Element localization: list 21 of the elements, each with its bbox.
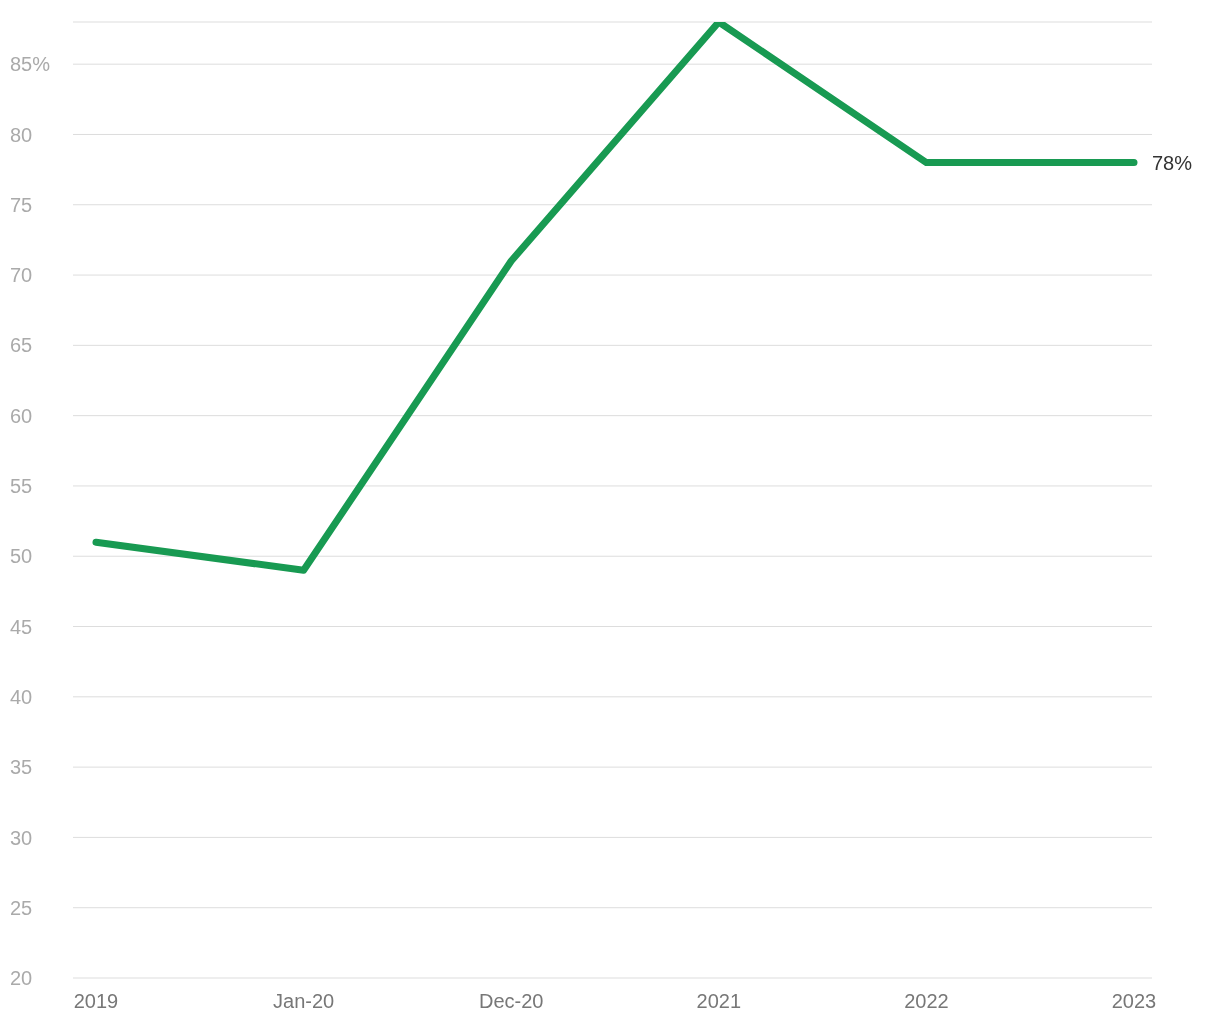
- x-tick-label: Dec-20: [478, 990, 544, 1013]
- x-tick-label: 2019: [73, 990, 119, 1013]
- y-tick-label: 55: [10, 475, 33, 498]
- y-tick-label: 85%: [10, 53, 51, 76]
- y-tick-label: 75: [10, 193, 33, 216]
- y-tick-label: 45: [10, 615, 33, 638]
- y-tick-label: 60: [10, 404, 33, 427]
- y-tick-label: 50: [10, 545, 33, 568]
- x-tick-label: 2021: [696, 990, 742, 1013]
- y-tick-label: 35: [10, 756, 33, 779]
- y-tick-label: 40: [10, 685, 33, 708]
- y-tick-label: 65: [10, 334, 33, 357]
- y-tick-label: 70: [10, 264, 33, 287]
- y-tick-label: 20: [10, 967, 33, 990]
- data-label: 78%: [1152, 151, 1193, 174]
- x-tick-label: 2023: [1111, 990, 1157, 1013]
- y-tick-label: 25: [10, 896, 33, 919]
- x-tick-label: Jan-20: [273, 990, 335, 1013]
- y-tick-label: 80: [10, 123, 33, 146]
- x-tick-label: 2022: [904, 990, 949, 1013]
- y-tick-label: 30: [10, 826, 33, 849]
